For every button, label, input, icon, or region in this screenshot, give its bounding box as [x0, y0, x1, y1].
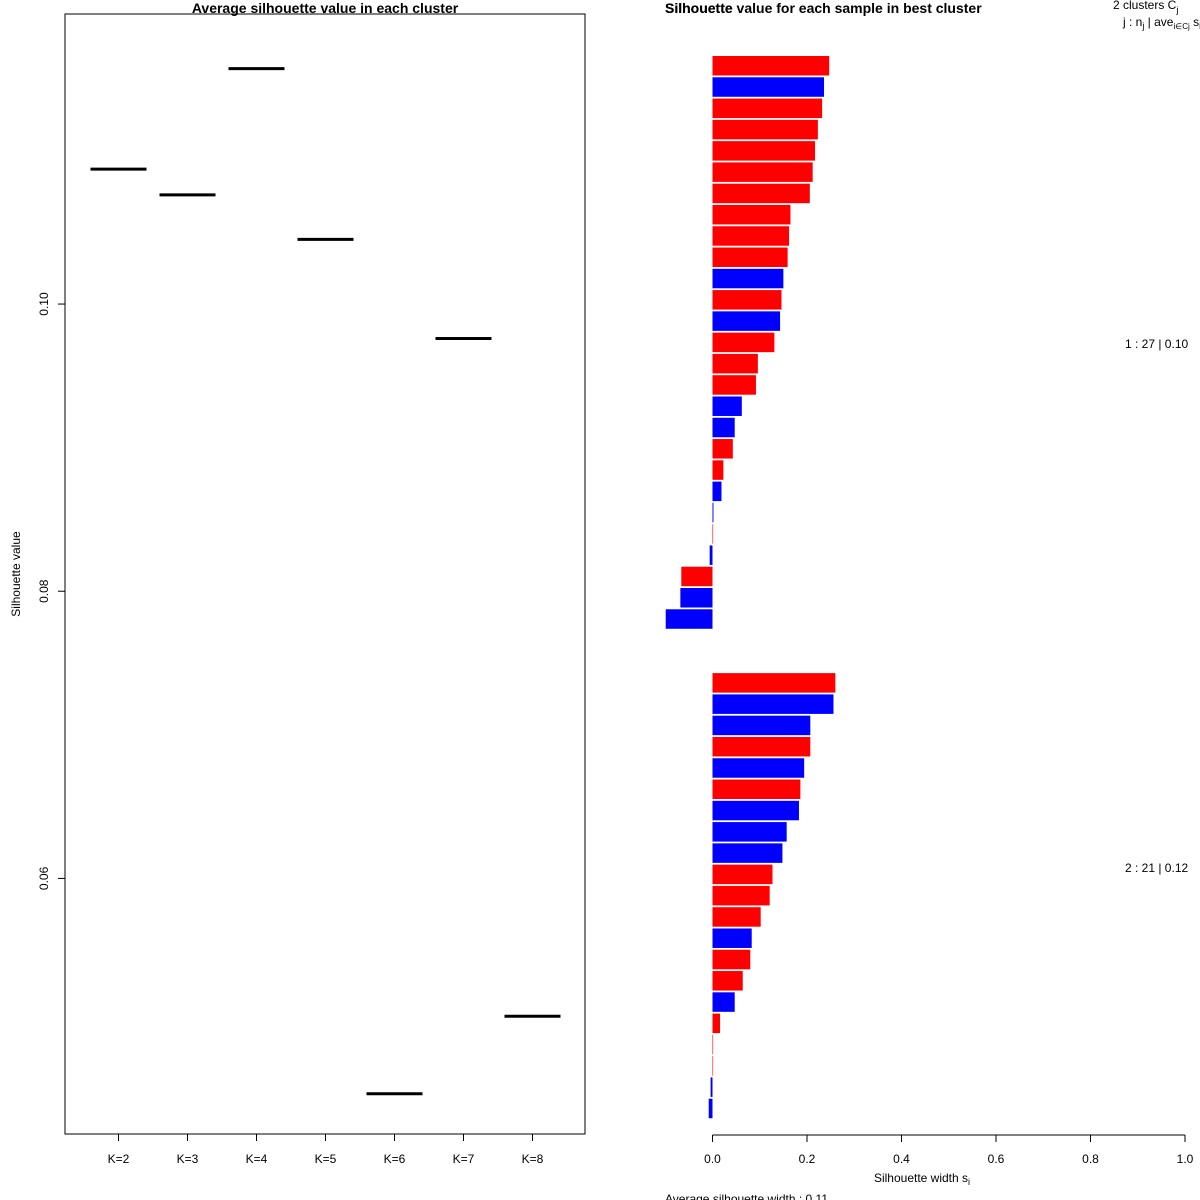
silhouette-bar: [712, 800, 799, 821]
silhouette-bar: [712, 183, 810, 204]
silhouette-bar: [712, 736, 811, 757]
left-y-tick-label: 0.08: [37, 579, 51, 603]
left-x-tick-label: K=6: [384, 1152, 406, 1166]
right-chart-title: Silhouette value for each sample in best…: [665, 0, 982, 16]
silhouette-bar: [712, 98, 823, 119]
right-x-tick-label: 0.8: [1082, 1152, 1099, 1166]
silhouette-bar: [712, 694, 834, 714]
silhouette-bar: [712, 885, 770, 906]
average-silhouette-panel: Average silhouette value in each cluster…: [9, 0, 586, 1166]
silhouette-bar: [681, 566, 713, 587]
silhouette-bar: [708, 1098, 713, 1119]
left-chart-title: Average silhouette value in each cluster: [192, 0, 459, 16]
left-x-tick-label: K=3: [177, 1152, 199, 1166]
right-x-tick-label: 0.4: [893, 1152, 910, 1166]
clusters-header-line2-b: | ave: [1144, 15, 1173, 29]
left-y-tick-label: 0.06: [37, 866, 51, 890]
right-x-tick-label: 0.0: [704, 1152, 721, 1166]
right-x-axis: 0.0 0.2 0.4 0.6 0.8 1.0: [704, 1134, 1194, 1166]
silhouette-bar: [712, 673, 836, 693]
silhouette-bar: [712, 992, 735, 1012]
silhouette-bar: [712, 779, 801, 800]
average-silhouette-width: Average silhouette width : 0.11: [665, 1192, 828, 1200]
silhouette-bar: [665, 609, 713, 629]
right-x-axis-label-sub: i: [968, 1177, 970, 1187]
silhouette-bar: [712, 460, 724, 480]
silhouette-bar: [712, 332, 775, 353]
silhouette-bar: [712, 56, 830, 76]
silhouette-bar: [712, 439, 733, 459]
silhouette-bar: [712, 1034, 714, 1055]
silhouette-bar: [712, 1056, 714, 1076]
left-y-axis: 0.06 0.08 0.10: [37, 292, 65, 890]
right-x-axis-label: Silhouette width si: [874, 1171, 970, 1187]
silhouette-bar: [712, 907, 761, 927]
silhouette-bar: [712, 77, 825, 97]
silhouette-bar: [709, 545, 713, 565]
silhouette-bar: [712, 864, 773, 885]
silhouette-bar: [712, 928, 752, 948]
sample-silhouette-panel: Silhouette Silhouette value for each sam…: [665, 0, 1200, 1200]
silhouette-bar: [712, 311, 781, 331]
silhouette-bar: [712, 375, 756, 395]
left-x-tick-label: K=5: [315, 1152, 337, 1166]
clusters-header-line1-sub: j: [1175, 5, 1178, 15]
right-x-axis-label-text: Silhouette width s: [874, 1171, 968, 1185]
silhouette-bar: [712, 843, 783, 863]
clusters-header-line2-sub: j: [1141, 21, 1144, 31]
silhouette-bar: [712, 353, 758, 374]
left-x-axis: K=2 K=3 K=4 K=5 K=6 K=7 K=8: [108, 1134, 544, 1166]
right-chart-title-overlap: Silhouette: [665, 0, 733, 16]
left-plot-frame: [64, 13, 586, 1135]
clusters-header-line2-sub2: i∈Cj: [1173, 22, 1190, 31]
silhouette-bar: [712, 396, 742, 416]
clusters-header-line1-text: 2 clusters C: [1113, 0, 1177, 12]
silhouette-bar: [680, 588, 713, 608]
silhouette-bar: [712, 226, 790, 246]
silhouette-bar: [712, 417, 735, 438]
silhouette-bar: [712, 715, 811, 736]
silhouette-bar: [712, 524, 714, 544]
clusters-header-line2-a: j : n: [1122, 15, 1142, 29]
silhouette-bar: [710, 1077, 713, 1097]
left-x-tick-label: K=8: [522, 1152, 544, 1166]
silhouette-bar: [712, 290, 782, 310]
silhouette-bar: [712, 502, 714, 523]
silhouette-bar: [712, 162, 813, 182]
silhouette-bar: [712, 268, 784, 289]
silhouette-bar: [712, 1013, 721, 1034]
silhouette-bar: [712, 119, 818, 140]
right-x-tick-label: 0.2: [799, 1152, 816, 1166]
right-x-tick-label: 0.6: [988, 1152, 1005, 1166]
left-x-tick-label: K=4: [246, 1152, 268, 1166]
silhouette-bar: [712, 822, 787, 842]
silhouette-bar: [712, 141, 816, 161]
clusters-header-line2: j : nj | avei∈Cj si: [1122, 15, 1200, 31]
left-data-marks: [90, 67, 561, 1096]
clusters-header-line2-c: s: [1190, 15, 1199, 29]
cluster-1-summary: 1 : 27 | 0.10: [1125, 337, 1188, 351]
silhouette-bars: [665, 56, 836, 1119]
silhouette-bar: [712, 247, 788, 268]
left-y-tick-label: 0.10: [37, 292, 51, 316]
silhouette-bar: [712, 204, 791, 225]
silhouette-bar: [712, 949, 751, 970]
left-x-tick-label: K=7: [453, 1152, 475, 1166]
left-x-tick-label: K=2: [108, 1152, 130, 1166]
left-y-axis-label: Silhouette value: [9, 531, 23, 617]
right-x-tick-label: 1.0: [1177, 1152, 1194, 1166]
clusters-header-line1: 2 clusters Cj: [1113, 0, 1178, 15]
cluster-2-summary: 2 : 21 | 0.12: [1125, 861, 1188, 875]
silhouette-bar: [712, 758, 805, 778]
silhouette-bar: [712, 971, 743, 991]
silhouette-bar: [712, 481, 722, 502]
